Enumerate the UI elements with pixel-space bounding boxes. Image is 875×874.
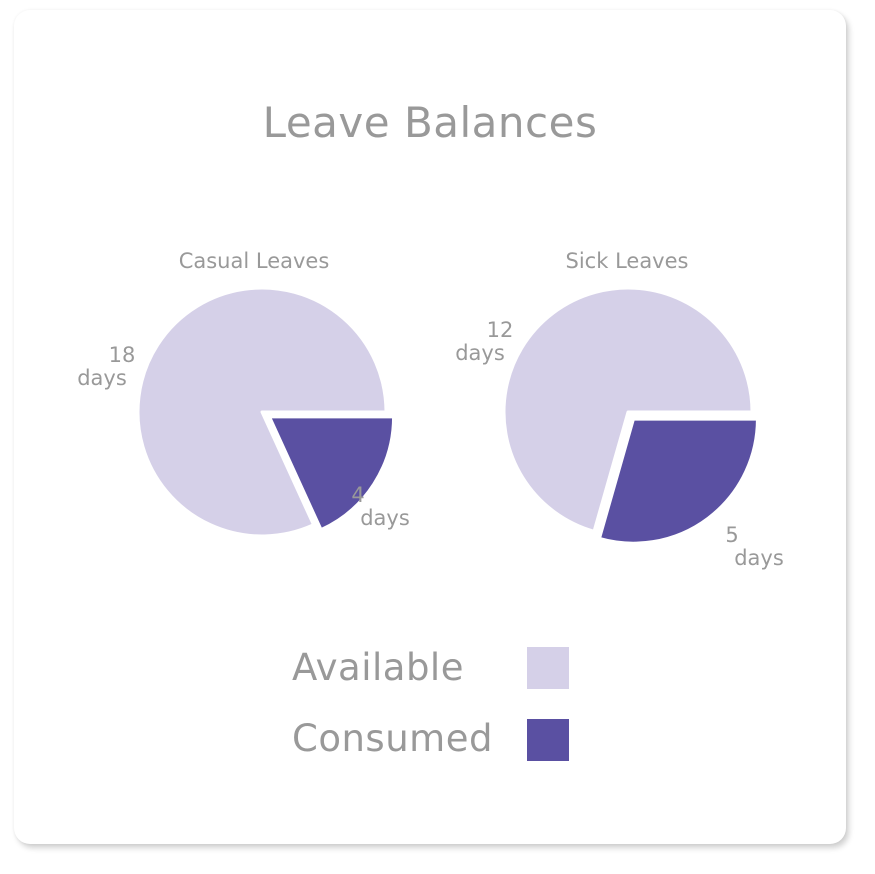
pie-slice-available [502,286,754,533]
card-title: Leave Balances [262,98,598,147]
slice-label-available: 18 days [77,343,135,390]
legend-swatch-consumed [527,719,569,761]
slice-label-unit: days [77,366,127,390]
slice-label-unit: days [455,341,505,365]
slice-label-consumed: 4 days [351,483,409,530]
pie-slice-available [136,286,388,538]
pie-slice-consumed [268,415,396,532]
slice-label-unit: days [734,546,784,570]
pie-slice-consumed [597,417,759,545]
legend-swatch-available [527,647,569,689]
chart-title-casual-leaves: Casual Leaves [179,249,330,273]
slice-label-value: 18 [109,343,136,367]
slice-label-value: 12 [487,318,514,342]
slice-label-unit: days [360,506,410,530]
legend-label-available: Available [292,646,464,689]
slice-label-value: 4 [351,483,364,507]
slice-label-value: 5 [725,523,738,547]
legend-label-consumed: Consumed [292,717,493,760]
slice-label-consumed: 5 days [725,523,783,570]
slice-label-available: 12 days [455,318,513,365]
chart-title-sick-leaves: Sick Leaves [566,249,689,273]
